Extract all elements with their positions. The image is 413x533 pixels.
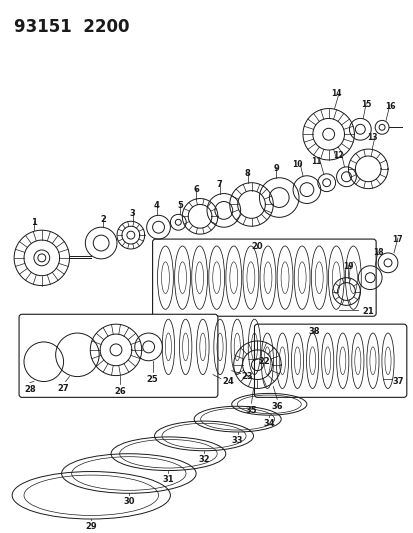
- Text: 11: 11: [311, 157, 321, 166]
- Text: 19: 19: [342, 262, 353, 271]
- FancyBboxPatch shape: [152, 239, 375, 316]
- Text: 27: 27: [58, 384, 69, 393]
- Text: 16: 16: [384, 102, 394, 110]
- Text: 15: 15: [360, 100, 370, 109]
- Text: 14: 14: [330, 88, 341, 98]
- Text: 35: 35: [245, 406, 257, 415]
- Text: 31: 31: [162, 474, 174, 483]
- Text: 23: 23: [241, 372, 253, 381]
- Text: 29: 29: [85, 522, 97, 531]
- Text: 13: 13: [366, 133, 377, 142]
- Text: 9: 9: [273, 164, 278, 173]
- Text: 17: 17: [392, 235, 402, 244]
- Text: 37: 37: [391, 377, 403, 385]
- Text: 26: 26: [114, 387, 126, 397]
- FancyBboxPatch shape: [19, 314, 217, 398]
- Text: 25: 25: [146, 375, 158, 384]
- Text: 8: 8: [244, 169, 250, 178]
- Text: 33: 33: [231, 436, 243, 445]
- Text: 20: 20: [251, 242, 263, 251]
- Text: 38: 38: [307, 327, 319, 336]
- Text: 21: 21: [361, 308, 373, 317]
- Text: 12: 12: [332, 151, 343, 160]
- Text: 30: 30: [123, 497, 134, 506]
- Text: 5: 5: [177, 200, 183, 209]
- Text: 18: 18: [372, 248, 382, 257]
- Text: 93151  2200: 93151 2200: [14, 19, 129, 36]
- Text: 7: 7: [216, 180, 222, 189]
- Text: 1: 1: [31, 219, 37, 227]
- Text: 24: 24: [221, 377, 233, 385]
- Text: 22: 22: [258, 357, 270, 366]
- FancyBboxPatch shape: [254, 324, 406, 398]
- Text: 6: 6: [193, 184, 199, 193]
- Text: 3: 3: [130, 209, 135, 219]
- Text: 32: 32: [198, 455, 209, 464]
- Text: 34: 34: [263, 419, 275, 428]
- Text: 2: 2: [100, 215, 106, 224]
- Text: 36: 36: [271, 402, 282, 411]
- Text: 4: 4: [153, 201, 159, 211]
- Text: 28: 28: [24, 385, 36, 394]
- Text: 10: 10: [291, 160, 301, 169]
